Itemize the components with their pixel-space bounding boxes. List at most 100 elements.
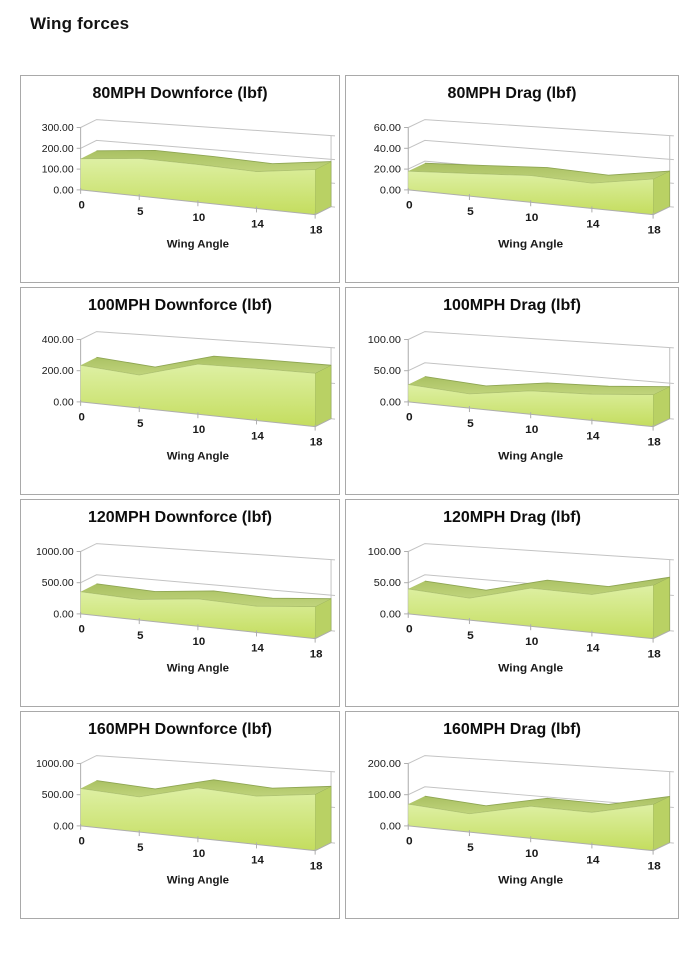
x-tick-label: 10: [525, 423, 538, 436]
x-tick-label: 10: [193, 636, 206, 648]
y-tick-label: 0.00: [380, 609, 401, 621]
area-chart-svg: 0.00 500.00 1000.00 0 5 10 14 18 Wing Angle: [36, 543, 336, 674]
x-axis: 0 5 10 14 18 Wing Angle: [406, 399, 670, 463]
y-tick-label: 0.00: [380, 185, 401, 197]
chart-panel-120mph-drag-lbf[interactable]: 120MPH Drag (lbf) 0.00 50.00 100.00 0 5 10 14 18…: [345, 499, 679, 707]
x-tick-label: 10: [193, 424, 206, 436]
y-tick-label: 500.00: [42, 578, 74, 589]
y-tick-label: 200.00: [42, 144, 74, 155]
chart-title: 120MPH Downforce (lbf): [87, 509, 272, 526]
x-tick-label: 0: [78, 412, 84, 424]
x-axis: 0 5 10 14 18 Wing Angle: [78, 399, 332, 462]
x-axis-title: Wing Angle: [498, 874, 564, 887]
x-tick-label: 18: [310, 860, 323, 872]
x-tick-label: 18: [648, 224, 662, 237]
chart-title: 100MPH Downforce (lbf): [87, 297, 272, 314]
x-tick-label: 14: [586, 218, 600, 231]
y-tick-label: 100.00: [368, 334, 401, 346]
y-axis: 0.00 50.00 100.00: [368, 546, 409, 620]
chart-panel-160mph-drag-lbf[interactable]: 160MPH Drag (lbf) 0.00 100.00 200.00 0 5 10 14 1…: [345, 711, 679, 919]
x-axis-title: Wing Angle: [167, 662, 229, 674]
area-chart-svg: 0.00 50.00 100.00 0 5 10 14 18 Wing Angle: [368, 331, 674, 463]
chart-panel-80mph-drag-lbf[interactable]: 80MPH Drag (lbf) 0.00 20.00 40.00 60.00 0 5 10 1…: [345, 75, 679, 283]
x-tick-label: 5: [137, 842, 144, 854]
x-tick-label: 14: [251, 430, 264, 442]
area-chart-svg: 0.00 100.00 200.00 300.00 0 5 10 14 18 Wing Angle: [42, 119, 336, 250]
area-chart-svg: 0.00 200.00 400.00 0 5 10 14 18 Wing Angle: [42, 331, 336, 462]
x-axis-title: Wing Angle: [167, 874, 229, 886]
y-axis: 0.00 200.00 400.00: [42, 335, 82, 408]
chart-panel-160mph-downforce-lbf[interactable]: 160MPH Downforce (lbf) 0.00 500.00 1000.00 0…: [20, 711, 340, 919]
chart-title: 160MPH Downforce (lbf): [87, 721, 272, 738]
chart-title: 80MPH Downforce (lbf): [92, 85, 268, 102]
y-tick-label: 60.00: [374, 122, 401, 134]
x-tick-label: 5: [467, 205, 474, 218]
y-tick-label: 0.00: [53, 397, 74, 408]
x-tick-label: 10: [525, 635, 538, 648]
charts-grid: 80MPH Downforce (lbf) 0.00 100.00 200.00 300…: [20, 75, 679, 919]
y-tick-label: 50.00: [374, 365, 401, 377]
y-tick-label: 40.00: [374, 143, 401, 155]
y-axis: 0.00 500.00 1000.00: [36, 759, 82, 832]
y-tick-label: 500.00: [42, 790, 74, 801]
chart-title: 160MPH Drag (lbf): [443, 721, 581, 738]
area-series: [408, 162, 671, 216]
y-axis: 0.00 100.00 200.00 300.00: [42, 123, 82, 196]
x-tick-label: 18: [310, 436, 323, 448]
area-series: [408, 376, 671, 428]
x-tick-label: 0: [78, 624, 84, 636]
chart-panel-100mph-downforce-lbf[interactable]: 100MPH Downforce (lbf) 0.00 200.00 400.00 0 5…: [20, 287, 340, 495]
x-axis-title: Wing Angle: [167, 450, 229, 462]
x-tick-label: 14: [251, 854, 264, 866]
x-tick-label: 14: [251, 642, 264, 654]
x-tick-label: 5: [467, 629, 474, 642]
x-tick-label: 18: [648, 648, 662, 661]
y-axis: 0.00 50.00 100.00: [368, 334, 409, 408]
x-tick-label: 10: [525, 211, 538, 224]
y-tick-label: 300.00: [42, 123, 74, 134]
x-tick-label: 5: [137, 206, 144, 218]
page-title: Wing forces: [30, 14, 130, 33]
x-axis: 0 5 10 14 18 Wing Angle: [406, 187, 670, 250]
y-tick-label: 1000.00: [36, 547, 74, 558]
y-tick-label: 100.00: [42, 165, 74, 176]
chart-panel-100mph-drag-lbf[interactable]: 100MPH Drag (lbf) 0.00 50.00 100.00 0 5 10 14 18…: [345, 287, 679, 495]
x-tick-label: 14: [251, 218, 264, 230]
x-tick-label: 0: [406, 835, 413, 848]
x-tick-label: 18: [310, 648, 323, 660]
x-tick-label: 10: [193, 848, 206, 860]
y-axis: 0.00 500.00 1000.00: [36, 547, 82, 620]
area-chart-svg: 0.00 50.00 100.00 0 5 10 14 18 Wing Angle: [368, 543, 674, 675]
x-axis-title: Wing Angle: [498, 450, 564, 463]
y-axis: 0.00 20.00 40.00 60.00: [374, 122, 409, 197]
x-axis: 0 5 10 14 18 Wing Angle: [78, 187, 332, 250]
area-chart-svg: 0.00 500.00 1000.00 0 5 10 14 18 Wing Angle: [36, 755, 336, 886]
area-series: [80, 355, 332, 428]
x-tick-label: 0: [78, 836, 84, 848]
x-tick-label: 0: [78, 200, 84, 212]
x-tick-label: 0: [406, 623, 413, 636]
area-series: [80, 150, 332, 216]
chart-title: 80MPH Drag (lbf): [447, 85, 577, 102]
chart-panel-80mph-downforce-lbf[interactable]: 80MPH Downforce (lbf) 0.00 100.00 200.00 300…: [20, 75, 340, 283]
x-tick-label: 10: [193, 212, 206, 224]
y-tick-label: 0.00: [380, 397, 401, 409]
x-tick-label: 5: [137, 418, 144, 430]
x-tick-label: 5: [467, 417, 474, 430]
x-axis-title: Wing Angle: [498, 662, 564, 675]
x-tick-label: 0: [406, 411, 413, 424]
y-tick-label: 100.00: [368, 789, 401, 801]
x-tick-label: 18: [310, 224, 323, 236]
x-axis: 0 5 10 14 18 Wing Angle: [406, 823, 670, 887]
chart-title: 100MPH Drag (lbf): [443, 297, 581, 314]
chart-panel-120mph-downforce-lbf[interactable]: 120MPH Downforce (lbf) 0.00 500.00 1000.00 0…: [20, 499, 340, 707]
area-series: [408, 576, 671, 640]
y-tick-label: 200.00: [368, 758, 401, 770]
x-tick-label: 10: [525, 847, 538, 860]
y-tick-label: 50.00: [374, 577, 401, 589]
y-tick-label: 200.00: [42, 366, 74, 377]
y-tick-label: 1000.00: [36, 759, 74, 770]
x-tick-label: 14: [586, 430, 600, 443]
x-tick-label: 14: [586, 642, 600, 655]
x-tick-label: 14: [586, 854, 600, 867]
